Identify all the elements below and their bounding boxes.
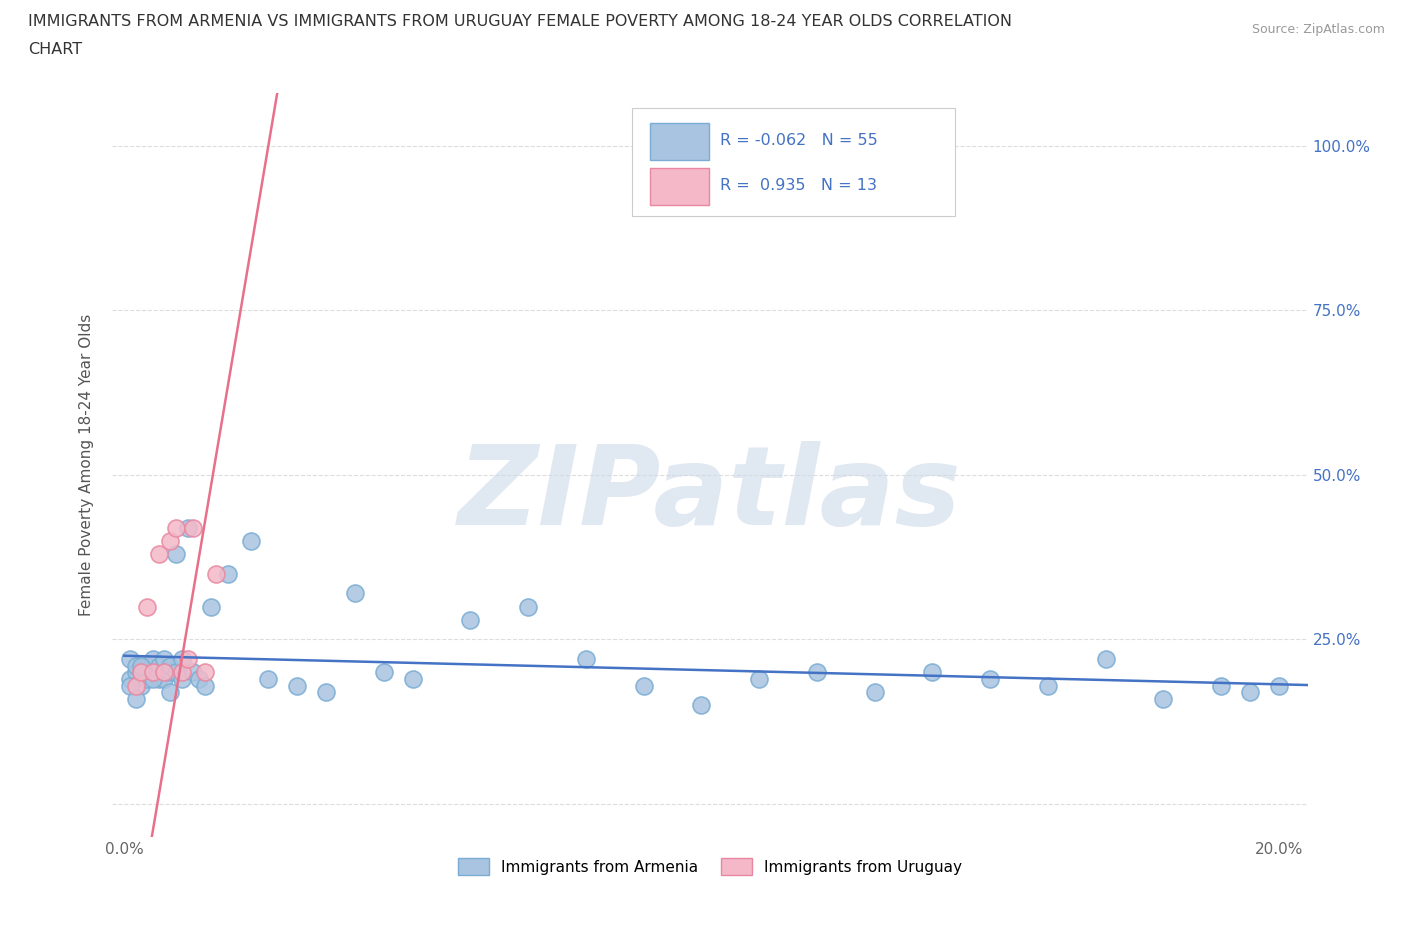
Legend: Immigrants from Armenia, Immigrants from Uruguay: Immigrants from Armenia, Immigrants from… xyxy=(453,852,967,882)
Text: R = -0.062   N = 55: R = -0.062 N = 55 xyxy=(720,133,877,148)
Point xyxy=(165,547,187,562)
Text: R =  0.935   N = 13: R = 0.935 N = 13 xyxy=(720,178,876,193)
Point xyxy=(1094,652,1116,667)
Point xyxy=(517,599,540,614)
Point xyxy=(402,671,425,686)
Point xyxy=(181,665,204,680)
Point xyxy=(170,665,193,680)
Point xyxy=(194,678,217,693)
Point xyxy=(200,599,222,614)
Point xyxy=(315,684,337,699)
Point xyxy=(979,671,1001,686)
Point xyxy=(153,665,176,680)
Point xyxy=(118,671,141,686)
Point xyxy=(131,658,153,673)
Point xyxy=(188,671,211,686)
Point xyxy=(1036,678,1059,693)
Point xyxy=(806,665,828,680)
Point xyxy=(159,533,181,548)
Point xyxy=(165,665,187,680)
Point xyxy=(118,652,141,667)
Point xyxy=(124,665,146,680)
Point xyxy=(170,671,193,686)
Point xyxy=(240,533,263,548)
Point xyxy=(142,652,165,667)
Point xyxy=(575,652,598,667)
Point xyxy=(181,520,204,535)
Point xyxy=(136,671,159,686)
Point xyxy=(131,678,153,693)
Point xyxy=(205,566,228,581)
Y-axis label: Female Poverty Among 18-24 Year Olds: Female Poverty Among 18-24 Year Olds xyxy=(79,314,94,617)
Point xyxy=(153,671,176,686)
Point xyxy=(142,671,165,686)
Point xyxy=(460,612,482,627)
Point xyxy=(1267,678,1289,693)
Point xyxy=(921,665,943,680)
Point xyxy=(136,658,159,673)
Point xyxy=(148,547,170,562)
Point xyxy=(1209,678,1232,693)
Text: CHART: CHART xyxy=(28,42,82,57)
Point xyxy=(373,665,395,680)
Point xyxy=(159,684,181,699)
Point xyxy=(176,652,198,667)
Point xyxy=(153,652,176,667)
Point xyxy=(165,520,187,535)
Point xyxy=(1239,684,1261,699)
Text: ZIPatlas: ZIPatlas xyxy=(458,441,962,549)
Point xyxy=(124,691,146,706)
Point xyxy=(159,665,181,680)
Point xyxy=(194,665,217,680)
Point xyxy=(124,678,146,693)
Point xyxy=(343,586,366,601)
FancyBboxPatch shape xyxy=(651,168,709,205)
Point xyxy=(257,671,280,686)
Text: IMMIGRANTS FROM ARMENIA VS IMMIGRANTS FROM URUGUAY FEMALE POVERTY AMONG 18-24 YE: IMMIGRANTS FROM ARMENIA VS IMMIGRANTS FR… xyxy=(28,14,1012,29)
Point xyxy=(285,678,308,693)
Point xyxy=(136,599,159,614)
Point xyxy=(131,665,153,680)
Point xyxy=(863,684,886,699)
Point xyxy=(633,678,655,693)
Point xyxy=(690,698,713,712)
Point xyxy=(159,658,181,673)
Point xyxy=(176,520,198,535)
Point xyxy=(118,678,141,693)
Point xyxy=(148,671,170,686)
Point xyxy=(142,665,165,680)
Point xyxy=(124,658,146,673)
Point xyxy=(217,566,239,581)
Point xyxy=(748,671,770,686)
Point xyxy=(1152,691,1174,706)
Point xyxy=(170,652,193,667)
FancyBboxPatch shape xyxy=(633,108,955,216)
Text: Source: ZipAtlas.com: Source: ZipAtlas.com xyxy=(1251,23,1385,36)
FancyBboxPatch shape xyxy=(651,123,709,160)
Point xyxy=(148,658,170,673)
Point xyxy=(142,665,165,680)
Point xyxy=(131,665,153,680)
